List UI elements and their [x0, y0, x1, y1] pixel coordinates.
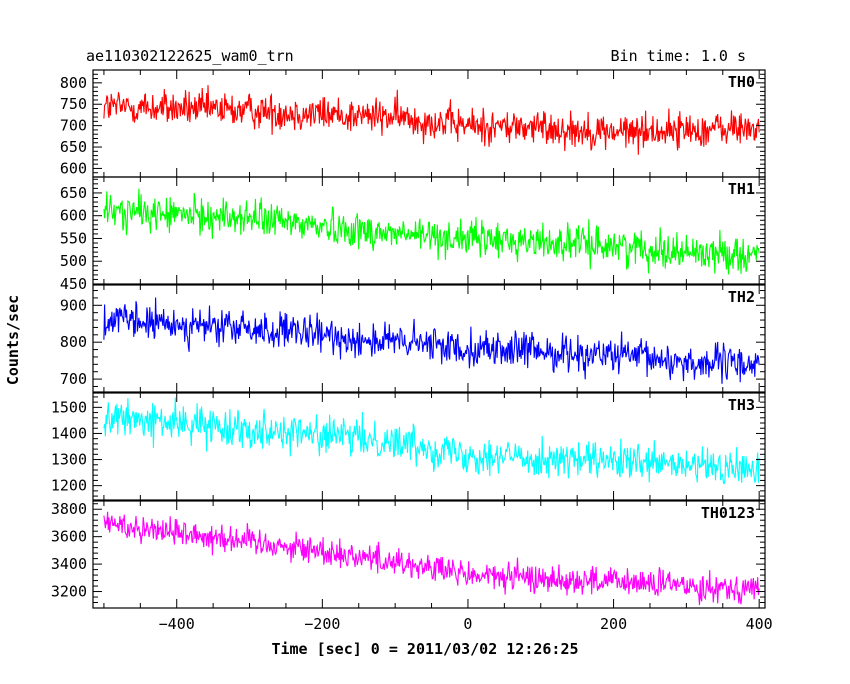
panel-frame — [92, 392, 766, 501]
y-tick-label: 750 — [60, 95, 87, 113]
series-line-th0 — [103, 85, 760, 155]
x-tick-label: 0 — [463, 615, 472, 633]
y-tick-label: 600 — [60, 207, 87, 225]
y-tick-label: 900 — [60, 296, 87, 314]
panel-th0123: 3200 3400 3600 3800 TH0123 — [51, 500, 766, 609]
y-tick-label: 3200 — [51, 583, 87, 601]
y-tick-label: 650 — [60, 138, 87, 156]
y-tick-label: 1300 — [51, 451, 87, 469]
y-tick-label: 700 — [60, 370, 87, 388]
panel-th1: 450 500 550 600 650 TH1 — [60, 176, 766, 293]
bin-time-label: Bin time: 1.0 s — [611, 47, 746, 65]
panel-th0: 600 650 700 750 800 TH0 — [60, 69, 766, 178]
x-axis-label: Time [sec] 0 = 2011/03/02 12:26:25 — [271, 640, 578, 658]
panel-label: TH3 — [728, 396, 755, 414]
x-tick-label: 200 — [600, 615, 627, 633]
x-tick-label: 400 — [746, 615, 773, 633]
y-tick-label: 1200 — [51, 477, 87, 495]
y-axis-label: Counts/sec — [4, 295, 22, 385]
series-line-th2 — [103, 297, 760, 384]
panel-frame — [92, 500, 766, 609]
x-tick-label: −200 — [304, 615, 340, 633]
panels: 600 650 700 750 800 TH0 450 500 550 600 650 TH1 700 8… — [51, 69, 773, 633]
y-tick-label: 3800 — [51, 500, 87, 518]
y-tick-label: 700 — [60, 117, 87, 135]
y-tick-label: 3400 — [51, 555, 87, 573]
y-tick-label: 800 — [60, 74, 87, 92]
panel-frame — [92, 176, 766, 285]
y-tick-label: 1400 — [51, 424, 87, 442]
y-tick-label: 3600 — [51, 528, 87, 546]
y-tick-label: 800 — [60, 333, 87, 351]
panel-th2: 700 800 900 TH2 — [60, 284, 766, 393]
panel-label: TH1 — [728, 180, 755, 198]
y-tick-label: 650 — [60, 184, 87, 202]
series-line-th1 — [103, 188, 760, 275]
series-line-th3 — [103, 397, 760, 485]
y-tick-label: 500 — [60, 252, 87, 270]
series-line-th0123 — [103, 511, 760, 606]
panel-frame — [92, 284, 766, 393]
panel-frame — [92, 69, 766, 178]
y-tick-label: 600 — [60, 159, 87, 177]
x-tick-label: −400 — [159, 615, 195, 633]
chart-title: ae110302122625_wam0_trn — [86, 47, 294, 65]
y-tick-label: 1500 — [51, 398, 87, 416]
panel-label: TH0 — [728, 73, 755, 91]
panel-label: TH2 — [728, 288, 755, 306]
y-tick-label: 450 — [60, 275, 87, 293]
y-tick-label: 550 — [60, 229, 87, 247]
panel-label: TH0123 — [701, 504, 755, 522]
panel-th3: 1200 1300 1400 1500 TH3 — [51, 392, 766, 501]
